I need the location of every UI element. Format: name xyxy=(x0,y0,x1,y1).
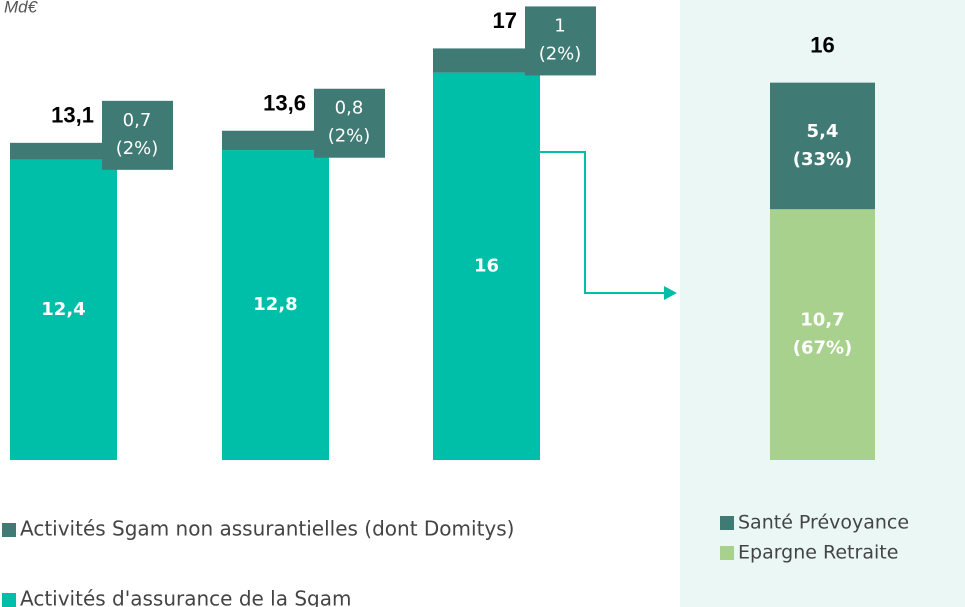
value-label: 10,7 xyxy=(800,310,844,331)
bar-segment xyxy=(10,142,117,160)
legend-swatch xyxy=(2,523,16,537)
legend-label: Epargne Retraite xyxy=(738,542,898,564)
legend-label: Santé Prévoyance xyxy=(738,512,909,534)
bar-segment xyxy=(10,159,117,460)
unit: Md€ xyxy=(4,0,39,16)
label-box xyxy=(314,88,385,158)
legend-label: Activités d'assurance de la Sgam xyxy=(20,587,351,607)
value-label: 5,4 xyxy=(807,121,839,142)
share-label: (2%) xyxy=(116,138,159,159)
legend-label: Activités Sgam non assurantielles (dont … xyxy=(20,517,514,541)
bar-segment xyxy=(222,130,329,151)
share-label: (33%) xyxy=(793,149,853,170)
bar-segment xyxy=(770,82,875,210)
legend-swatch xyxy=(720,516,734,530)
value-label: 16 xyxy=(474,255,499,276)
share-label: (67%) xyxy=(793,338,853,359)
label-box xyxy=(525,6,596,76)
bar-segment xyxy=(433,48,540,73)
total-label: 17 xyxy=(493,8,517,33)
legend-swatch xyxy=(2,593,16,607)
share-label: (2%) xyxy=(328,126,371,147)
bar-segment xyxy=(222,150,329,460)
share-label: (2%) xyxy=(539,43,582,64)
value-label: 12,4 xyxy=(41,299,85,320)
bar-segment xyxy=(433,72,540,460)
label-box xyxy=(102,100,173,170)
arrow xyxy=(540,151,664,294)
arrow-head xyxy=(664,286,677,300)
total-label: 13,6 xyxy=(263,91,306,116)
total-label: 13,1 xyxy=(51,103,94,128)
value-label: 0,7 xyxy=(123,110,152,131)
legend-swatch xyxy=(720,546,734,560)
value-label: 12,8 xyxy=(253,294,297,315)
value-label: 1 xyxy=(554,15,565,36)
value-label: 0,8 xyxy=(335,98,364,119)
total-label: 16 xyxy=(810,32,834,57)
bar-segment xyxy=(770,209,875,460)
